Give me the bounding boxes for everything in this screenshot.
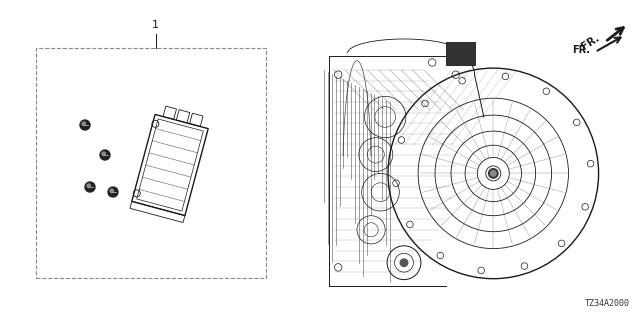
Text: FR.: FR. (572, 45, 590, 55)
Polygon shape (446, 42, 474, 65)
Circle shape (80, 120, 90, 130)
Text: FR.: FR. (579, 33, 601, 52)
Circle shape (82, 122, 86, 125)
Circle shape (108, 187, 118, 197)
Circle shape (100, 150, 110, 160)
Circle shape (490, 171, 496, 176)
Bar (36, 48, 266, 278)
Circle shape (102, 152, 106, 156)
Circle shape (85, 182, 95, 192)
Circle shape (488, 169, 498, 178)
Text: 1: 1 (152, 20, 159, 30)
Text: TZ34A2000: TZ34A2000 (585, 299, 630, 308)
Circle shape (400, 259, 408, 267)
Circle shape (87, 184, 90, 188)
Circle shape (110, 189, 113, 193)
